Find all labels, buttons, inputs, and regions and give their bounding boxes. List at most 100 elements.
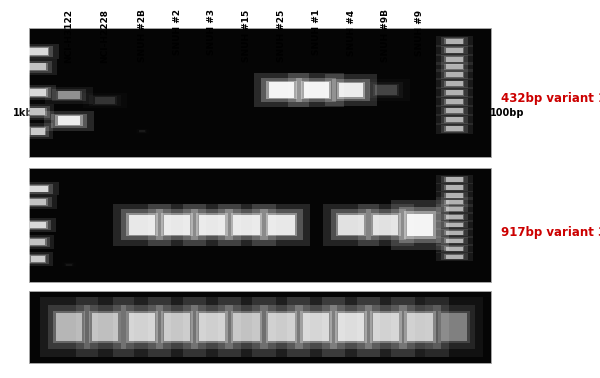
- Bar: [266, 311, 297, 343]
- Bar: [362, 79, 410, 101]
- Bar: [93, 96, 117, 105]
- Bar: [441, 176, 467, 183]
- Bar: [446, 246, 463, 251]
- Bar: [164, 313, 190, 341]
- Bar: [441, 71, 467, 79]
- Bar: [441, 313, 467, 341]
- Bar: [127, 213, 158, 237]
- Bar: [25, 87, 51, 98]
- Bar: [446, 231, 463, 235]
- Bar: [399, 207, 441, 243]
- Text: SNUH #1: SNUH #1: [312, 9, 320, 56]
- Bar: [373, 313, 399, 341]
- Bar: [84, 305, 126, 349]
- Bar: [29, 64, 46, 70]
- Bar: [446, 223, 463, 227]
- Bar: [441, 116, 467, 124]
- Bar: [436, 62, 473, 72]
- Bar: [260, 305, 302, 349]
- Bar: [446, 39, 463, 43]
- Bar: [26, 254, 49, 264]
- Bar: [436, 175, 473, 184]
- Bar: [139, 130, 146, 133]
- Bar: [391, 200, 449, 250]
- Bar: [407, 313, 433, 341]
- Bar: [55, 116, 83, 126]
- Bar: [89, 94, 121, 106]
- Bar: [441, 46, 467, 54]
- Bar: [331, 209, 371, 240]
- Bar: [303, 313, 329, 341]
- Bar: [25, 220, 51, 230]
- Bar: [446, 72, 463, 77]
- Bar: [65, 263, 73, 266]
- Bar: [161, 213, 193, 237]
- Bar: [338, 215, 364, 234]
- Bar: [127, 311, 158, 343]
- Bar: [148, 204, 206, 246]
- Bar: [40, 297, 98, 357]
- Bar: [375, 85, 397, 95]
- Bar: [218, 297, 275, 357]
- Bar: [441, 80, 467, 88]
- Text: 1kb: 1kb: [13, 108, 33, 118]
- Bar: [444, 38, 464, 44]
- Bar: [28, 198, 48, 206]
- Bar: [399, 305, 441, 349]
- Bar: [139, 130, 145, 132]
- Bar: [226, 305, 268, 349]
- Bar: [446, 117, 463, 122]
- Bar: [233, 313, 260, 341]
- Bar: [446, 48, 463, 53]
- Bar: [325, 74, 377, 105]
- Bar: [26, 106, 50, 118]
- Bar: [83, 93, 127, 108]
- Bar: [66, 263, 72, 266]
- Bar: [444, 64, 464, 70]
- Bar: [196, 311, 227, 343]
- Bar: [268, 215, 295, 234]
- Bar: [137, 129, 147, 133]
- Bar: [129, 215, 155, 234]
- Bar: [444, 90, 464, 96]
- Bar: [254, 73, 309, 107]
- Bar: [444, 99, 464, 105]
- Bar: [29, 127, 46, 135]
- Bar: [56, 313, 82, 341]
- Bar: [446, 81, 463, 86]
- Bar: [404, 211, 436, 239]
- Bar: [373, 215, 398, 234]
- Bar: [66, 263, 72, 266]
- Bar: [338, 215, 364, 234]
- Bar: [268, 313, 295, 341]
- Bar: [266, 213, 297, 237]
- Text: SNUH #2B: SNUH #2B: [138, 9, 146, 62]
- Bar: [304, 82, 329, 98]
- Bar: [233, 215, 260, 234]
- Bar: [26, 47, 49, 56]
- Bar: [446, 239, 463, 243]
- Bar: [269, 82, 294, 98]
- Bar: [436, 123, 473, 134]
- Bar: [31, 128, 45, 135]
- Bar: [446, 239, 463, 243]
- Bar: [322, 297, 380, 357]
- Bar: [436, 96, 473, 107]
- Bar: [28, 88, 47, 97]
- Text: 432bp variant 1: 432bp variant 1: [501, 92, 600, 105]
- Bar: [22, 252, 53, 266]
- Bar: [289, 73, 344, 107]
- Bar: [373, 313, 399, 341]
- Bar: [22, 123, 53, 139]
- Bar: [446, 126, 463, 131]
- Bar: [441, 313, 467, 341]
- Bar: [446, 207, 463, 211]
- Text: 917bp variant 3: 917bp variant 3: [501, 226, 600, 239]
- Bar: [444, 246, 464, 251]
- Bar: [24, 61, 52, 73]
- Bar: [441, 206, 467, 212]
- Bar: [436, 87, 473, 98]
- Bar: [28, 48, 47, 55]
- Bar: [64, 263, 74, 266]
- Bar: [407, 313, 433, 341]
